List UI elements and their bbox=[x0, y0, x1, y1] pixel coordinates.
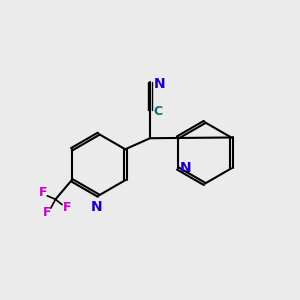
Text: N: N bbox=[180, 161, 192, 176]
Text: C: C bbox=[154, 105, 163, 118]
Text: F: F bbox=[62, 201, 71, 214]
Text: F: F bbox=[43, 206, 52, 219]
Text: N: N bbox=[91, 200, 103, 214]
Text: F: F bbox=[39, 186, 47, 199]
Text: N: N bbox=[154, 77, 166, 91]
